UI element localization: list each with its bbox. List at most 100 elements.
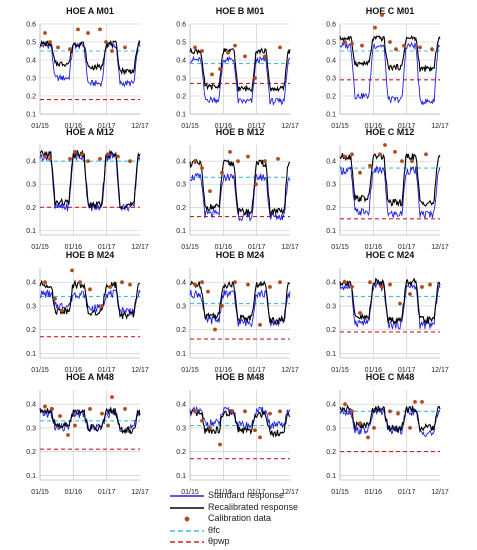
calibration-point xyxy=(193,409,197,414)
x-tick-label: 12/17 xyxy=(131,123,149,130)
y-tick-label: 0.3 xyxy=(326,303,336,310)
x-tick-label: 01/17 xyxy=(398,244,416,251)
x-tick-label: 01/17 xyxy=(248,367,266,374)
y-tick-label: 0.3 xyxy=(326,76,336,83)
x-tick-label: 01/15 xyxy=(181,244,199,251)
calibration-point xyxy=(218,442,222,447)
calibration-point xyxy=(368,163,372,168)
y-tick-label: 0.1 xyxy=(26,351,36,358)
calibration-point xyxy=(350,41,354,46)
x-tick-label: 01/15 xyxy=(331,123,349,130)
calibration-point xyxy=(43,280,47,285)
calibration-point xyxy=(343,40,347,44)
calibration-point xyxy=(100,303,104,308)
series-recalibrated-response xyxy=(339,404,441,434)
calibration-point xyxy=(206,289,210,294)
calibration-point xyxy=(230,409,234,414)
legend-row-standard: Standard response xyxy=(170,490,370,502)
y-tick-label: 0.2 xyxy=(26,205,36,212)
legend-key-pwp xyxy=(170,541,204,544)
series-standard-response xyxy=(339,41,441,106)
calibration-point xyxy=(233,280,237,285)
y-tick-label: 0.4 xyxy=(26,159,36,166)
calibration-point xyxy=(43,404,47,409)
y-tick-label: 0.4 xyxy=(26,58,36,65)
calibration-point xyxy=(208,425,212,430)
y-tick-label: 0.4 xyxy=(326,159,336,166)
x-tick-label: 12/17 xyxy=(431,489,449,496)
panel-title: HOE A M01 xyxy=(66,6,114,16)
calibration-point xyxy=(193,282,197,287)
calibration-point xyxy=(388,409,392,414)
calibration-point xyxy=(76,27,80,32)
calibration-point xyxy=(398,301,402,306)
y-tick-label: 0.4 xyxy=(26,402,36,409)
panel-title: HOE C M48 xyxy=(366,372,415,382)
calibration-point xyxy=(394,47,398,52)
calibration-point xyxy=(368,280,372,285)
x-tick-label: 01/16 xyxy=(215,244,233,251)
panel-title: HOE C M12 xyxy=(366,127,415,137)
panel-title: HOE B M01 xyxy=(216,6,265,16)
calibration-point xyxy=(418,45,422,50)
x-tick-label: 12/17 xyxy=(431,367,449,374)
calibration-point xyxy=(268,285,272,289)
calibration-point xyxy=(123,45,127,50)
legend-key-calibration xyxy=(184,516,190,522)
x-tick-label: 01/16 xyxy=(215,489,233,496)
calibration-point xyxy=(358,170,362,175)
x-tick-label: 01/15 xyxy=(331,367,349,374)
y-tick-label: 0.3 xyxy=(176,303,186,310)
calibration-point xyxy=(350,409,354,414)
series-recalibrated-response xyxy=(189,408,291,438)
x-tick-label: 01/15 xyxy=(181,123,199,130)
y-tick-label: 0.1 xyxy=(326,112,336,119)
calibration-point xyxy=(120,280,124,285)
calibration-point xyxy=(68,47,72,52)
y-tick-label: 0.2 xyxy=(176,449,186,456)
x-tick-label: 01/17 xyxy=(398,489,416,496)
calibration-point xyxy=(246,154,250,159)
calibration-point xyxy=(200,280,204,285)
calibration-point xyxy=(80,152,84,157)
calibration-point xyxy=(343,402,347,407)
calibration-point xyxy=(128,282,132,287)
calibration-point xyxy=(343,154,347,159)
x-tick-label: 01/16 xyxy=(215,367,233,374)
series-standard-response xyxy=(189,405,291,430)
series-recalibrated-response xyxy=(39,406,141,435)
legend-label-calibration: Calibration data xyxy=(208,513,272,524)
calibration-point xyxy=(233,43,237,48)
calibration-point xyxy=(396,411,400,416)
series-recalibrated-response xyxy=(339,35,441,72)
calibration-point xyxy=(68,156,72,161)
x-tick-label: 01/15 xyxy=(31,367,49,374)
x-tick-label: 01/15 xyxy=(331,489,349,496)
x-tick-label: 01/15 xyxy=(181,489,199,496)
panel-title: HOE C M24 xyxy=(366,250,415,260)
legend-label-recalibrated: Recalibrated response xyxy=(208,501,299,512)
y-tick-label: 0.4 xyxy=(326,58,336,65)
calibration-point xyxy=(210,72,214,77)
x-tick-label: 01/17 xyxy=(98,367,116,374)
calibration-point xyxy=(110,395,114,400)
calibration-point xyxy=(88,287,92,292)
y-tick-label: 0.1 xyxy=(176,351,186,358)
calibration-point xyxy=(408,292,412,296)
y-tick-label: 0.2 xyxy=(176,94,186,101)
y-tick-label: 0.2 xyxy=(26,94,36,101)
x-tick-label: 01/17 xyxy=(248,489,266,496)
y-tick-label: 0.1 xyxy=(326,473,336,480)
calibration-point xyxy=(388,40,392,44)
calibration-point xyxy=(246,282,250,287)
y-tick-label: 0.1 xyxy=(176,228,186,235)
x-tick-label: 12/17 xyxy=(131,244,149,251)
series-standard-response xyxy=(189,172,291,222)
y-tick-label: 0.2 xyxy=(26,327,36,334)
calibration-point xyxy=(56,45,60,50)
x-tick-label: 01/15 xyxy=(31,123,49,130)
calibration-point xyxy=(236,159,240,164)
calibration-point xyxy=(88,407,92,411)
y-tick-label: 0.2 xyxy=(176,327,186,334)
